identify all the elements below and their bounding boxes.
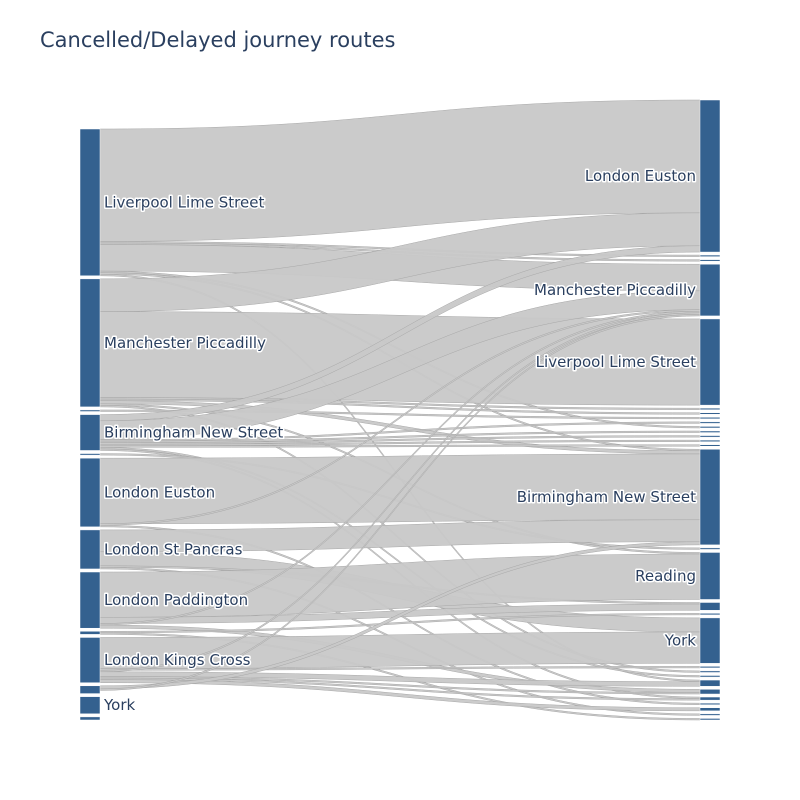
target-node[interactable]	[699, 444, 721, 447]
source-node[interactable]	[79, 453, 101, 456]
target-node[interactable]	[699, 412, 721, 415]
target-node[interactable]	[699, 439, 721, 442]
sankey-labels: Liverpool Lime Street Manchester Piccadil…	[102, 166, 698, 716]
target-node[interactable]	[699, 426, 721, 429]
target-node-label: Reading	[635, 567, 696, 585]
source-node[interactable]	[79, 637, 101, 683]
target-node[interactable]	[699, 407, 721, 410]
source-node-label: London Euston	[104, 484, 215, 502]
source-node[interactable]	[79, 409, 101, 412]
target-node[interactable]	[699, 263, 721, 317]
source-node-label: Liverpool Lime Street	[104, 193, 264, 211]
target-node[interactable]	[699, 617, 721, 664]
source-node[interactable]	[79, 128, 101, 277]
target-node-label: Manchester Piccadilly	[534, 281, 696, 299]
source-node[interactable]	[79, 716, 101, 721]
target-node[interactable]	[699, 552, 721, 600]
target-node[interactable]	[699, 689, 721, 695]
source-node-label: York	[103, 696, 136, 714]
target-node[interactable]	[699, 670, 721, 673]
source-node[interactable]	[79, 571, 101, 629]
target-node[interactable]	[699, 696, 721, 701]
target-node-label: Birmingham New Street	[517, 488, 696, 506]
target-node[interactable]	[699, 430, 721, 433]
source-node[interactable]	[79, 685, 101, 694]
chart-title: Cancelled/Delayed journey routes	[40, 28, 396, 52]
source-node-label: London Paddington	[104, 591, 248, 609]
source-node-label: London St Pancras	[104, 540, 243, 558]
target-node-label: London Euston	[585, 167, 696, 185]
target-node[interactable]	[699, 259, 721, 262]
source-node[interactable]	[79, 631, 101, 635]
target-node-label: Liverpool Lime Street	[536, 353, 696, 371]
target-node[interactable]	[699, 449, 721, 546]
target-node[interactable]	[699, 421, 721, 424]
source-node[interactable]	[79, 457, 101, 528]
target-node-label: York	[664, 632, 697, 650]
target-node[interactable]	[699, 718, 721, 721]
source-node[interactable]	[79, 529, 101, 570]
target-node[interactable]	[699, 547, 721, 550]
source-node[interactable]	[79, 278, 101, 408]
target-node[interactable]	[699, 679, 721, 687]
source-node[interactable]	[79, 696, 101, 715]
target-node[interactable]	[699, 318, 721, 406]
target-node[interactable]	[699, 613, 721, 616]
target-node[interactable]	[699, 713, 721, 716]
target-node[interactable]	[699, 99, 721, 253]
source-node-label: Birmingham New Street	[104, 424, 283, 442]
target-node[interactable]	[699, 435, 721, 438]
target-node[interactable]	[699, 666, 721, 669]
source-node-label: Manchester Piccadilly	[104, 334, 266, 352]
target-node[interactable]	[699, 417, 721, 420]
sankey-links	[99, 99, 701, 721]
target-node[interactable]	[699, 675, 721, 678]
target-node[interactable]	[699, 602, 721, 611]
source-node-label: London Kings Cross	[104, 651, 251, 669]
sankey-nodes	[79, 99, 721, 721]
target-node[interactable]	[699, 707, 721, 712]
target-node[interactable]	[699, 254, 721, 257]
target-node[interactable]	[699, 702, 721, 705]
source-node[interactable]	[79, 414, 101, 451]
